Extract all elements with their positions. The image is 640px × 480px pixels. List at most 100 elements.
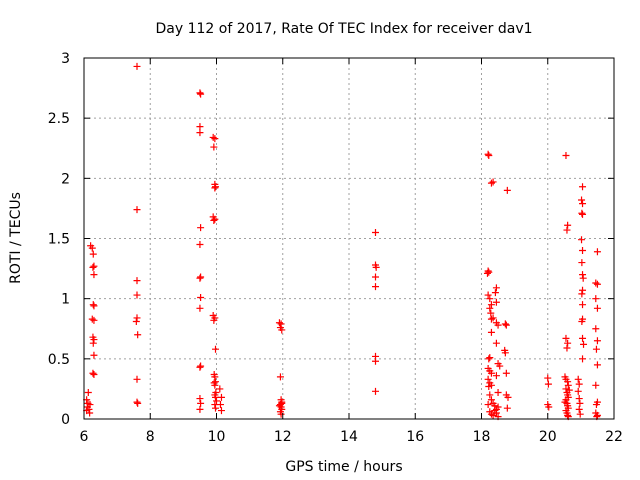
y-axis-label: ROTI / TECUs bbox=[8, 192, 24, 284]
data-point bbox=[196, 129, 204, 137]
data-point bbox=[579, 274, 587, 282]
data-point bbox=[593, 411, 601, 419]
x-tick-labels: 6 8 10 12 14 16 18 20 22 bbox=[80, 429, 623, 445]
data-point bbox=[578, 259, 586, 267]
data-point bbox=[564, 221, 572, 229]
data-point bbox=[484, 375, 492, 383]
data-point bbox=[487, 328, 495, 336]
data-point bbox=[593, 280, 601, 288]
data-point bbox=[88, 244, 96, 252]
x-tick-label: 20 bbox=[539, 429, 557, 445]
data-point bbox=[579, 355, 587, 363]
data-point bbox=[133, 277, 141, 285]
x-axis-label: GPS time / hours bbox=[285, 459, 402, 475]
data-point bbox=[90, 302, 98, 310]
data-point bbox=[213, 397, 220, 405]
data-point bbox=[486, 354, 494, 362]
data-point bbox=[502, 369, 510, 377]
data-point bbox=[592, 401, 600, 409]
data-point bbox=[372, 273, 379, 281]
data-point bbox=[132, 318, 140, 326]
data-point bbox=[489, 178, 497, 186]
data-point bbox=[276, 373, 284, 381]
data-point bbox=[372, 387, 379, 395]
data-point bbox=[564, 381, 572, 389]
data-point bbox=[212, 183, 220, 191]
data-point bbox=[565, 386, 573, 394]
data-point bbox=[576, 410, 584, 418]
data-point bbox=[372, 283, 379, 291]
data-point bbox=[593, 304, 601, 312]
data-point bbox=[579, 247, 587, 255]
data-point bbox=[575, 395, 583, 403]
data-point bbox=[485, 268, 493, 276]
data-point bbox=[210, 316, 218, 324]
x-tick-label: 12 bbox=[274, 429, 292, 445]
data-point bbox=[578, 318, 586, 326]
data-point bbox=[492, 409, 500, 417]
data-point bbox=[484, 291, 492, 299]
x-tick-label: 22 bbox=[605, 429, 623, 445]
data-point bbox=[593, 361, 601, 369]
data-point bbox=[578, 196, 586, 204]
data-point bbox=[485, 355, 493, 363]
data-point bbox=[216, 401, 224, 409]
data-point bbox=[90, 316, 98, 324]
data-point bbox=[486, 295, 494, 303]
data-point bbox=[197, 90, 205, 98]
data-point bbox=[89, 369, 97, 377]
data-point bbox=[197, 293, 205, 301]
data-point bbox=[196, 405, 204, 413]
data-point bbox=[494, 389, 502, 397]
y-tick-label: 2.5 bbox=[48, 111, 70, 127]
data-point bbox=[544, 380, 552, 388]
data-point bbox=[592, 345, 600, 353]
data-point bbox=[485, 383, 493, 391]
data-point bbox=[217, 393, 225, 401]
data-point bbox=[89, 301, 97, 309]
data-point bbox=[275, 319, 283, 327]
data-point bbox=[133, 314, 141, 322]
data-point bbox=[212, 393, 220, 401]
data-point bbox=[578, 209, 586, 217]
data-point bbox=[133, 206, 141, 214]
data-point bbox=[579, 334, 587, 342]
data-point bbox=[491, 289, 499, 297]
data-point bbox=[212, 378, 220, 386]
data-point bbox=[484, 150, 492, 158]
x-tick-label: 16 bbox=[406, 429, 424, 445]
data-point bbox=[592, 381, 600, 389]
data-point bbox=[575, 405, 583, 413]
data-point bbox=[85, 405, 93, 413]
data-point bbox=[217, 407, 225, 415]
data-point bbox=[211, 184, 219, 192]
axis-ticks bbox=[83, 57, 615, 420]
data-point bbox=[580, 340, 588, 348]
y-tick-label: 0.5 bbox=[48, 352, 70, 368]
data-point bbox=[575, 380, 583, 388]
data-point bbox=[578, 236, 586, 244]
data-point bbox=[372, 263, 380, 271]
data-point bbox=[372, 228, 379, 236]
y-tick-label: 1.5 bbox=[48, 232, 70, 248]
data-point bbox=[90, 336, 98, 344]
data-point bbox=[503, 186, 511, 194]
data-point bbox=[492, 284, 500, 292]
data-point bbox=[563, 344, 571, 352]
data-point bbox=[196, 123, 204, 131]
data-point bbox=[487, 309, 495, 317]
x-tick-label: 10 bbox=[208, 429, 226, 445]
data-point bbox=[562, 334, 570, 342]
data-point bbox=[496, 362, 504, 370]
x-tick-label: 18 bbox=[473, 429, 491, 445]
data-point bbox=[212, 404, 220, 412]
data-point bbox=[90, 262, 98, 270]
data-point bbox=[196, 395, 204, 403]
data-point bbox=[89, 250, 97, 258]
data-point bbox=[211, 381, 219, 389]
data-point bbox=[372, 357, 379, 365]
data-point bbox=[197, 224, 205, 232]
data-point bbox=[216, 385, 224, 393]
data-point bbox=[563, 226, 571, 234]
data-point bbox=[579, 210, 587, 218]
